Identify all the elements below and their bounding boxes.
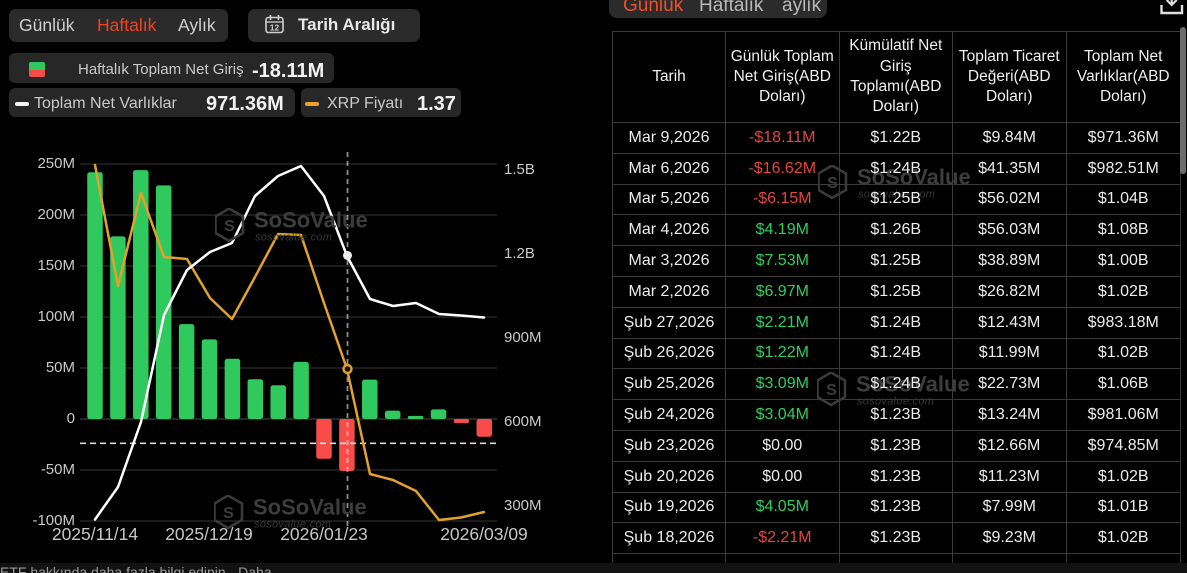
svg-text:250M: 250M <box>37 155 75 172</box>
svg-text:-50M: -50M <box>41 461 75 478</box>
svg-text:0: 0 <box>67 410 75 427</box>
svg-text:150M: 150M <box>37 257 75 274</box>
svg-text:900M: 900M <box>504 329 542 346</box>
svg-text:12: 12 <box>270 23 280 33</box>
svg-text:2026/01/23: 2026/01/23 <box>280 524 368 544</box>
svg-text:1.5B: 1.5B <box>504 161 535 178</box>
svg-text:2025/11/14: 2025/11/14 <box>52 524 139 544</box>
svg-text:2026/03/09: 2026/03/09 <box>440 524 528 544</box>
svg-text:-100M: -100M <box>32 512 75 529</box>
svg-text:200M: 200M <box>37 206 75 223</box>
svg-text:600M: 600M <box>504 413 542 430</box>
svg-text:1.2B: 1.2B <box>504 245 535 262</box>
svg-text:2025/12/19: 2025/12/19 <box>165 524 253 544</box>
svg-text:100M: 100M <box>37 308 75 325</box>
svg-text:300M: 300M <box>504 497 542 514</box>
svg-text:50M: 50M <box>46 359 75 376</box>
